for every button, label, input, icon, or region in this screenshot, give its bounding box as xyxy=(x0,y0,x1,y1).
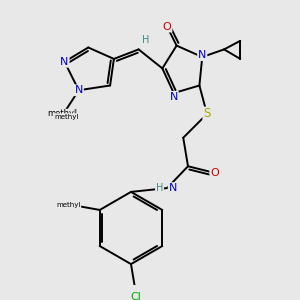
Text: methyl: methyl xyxy=(54,114,79,120)
Text: H: H xyxy=(156,183,163,193)
Text: O: O xyxy=(210,168,219,178)
Text: methyl: methyl xyxy=(56,202,81,208)
Text: methyl: methyl xyxy=(46,110,77,118)
Text: methyl: methyl xyxy=(47,110,76,118)
Text: N: N xyxy=(75,85,83,95)
Text: N: N xyxy=(169,92,178,102)
Text: H: H xyxy=(142,35,149,45)
Text: N: N xyxy=(198,50,206,60)
Text: N: N xyxy=(169,183,177,193)
Text: O: O xyxy=(163,22,172,32)
Text: N: N xyxy=(60,57,69,67)
Text: Cl: Cl xyxy=(130,292,141,300)
Text: S: S xyxy=(203,107,211,121)
